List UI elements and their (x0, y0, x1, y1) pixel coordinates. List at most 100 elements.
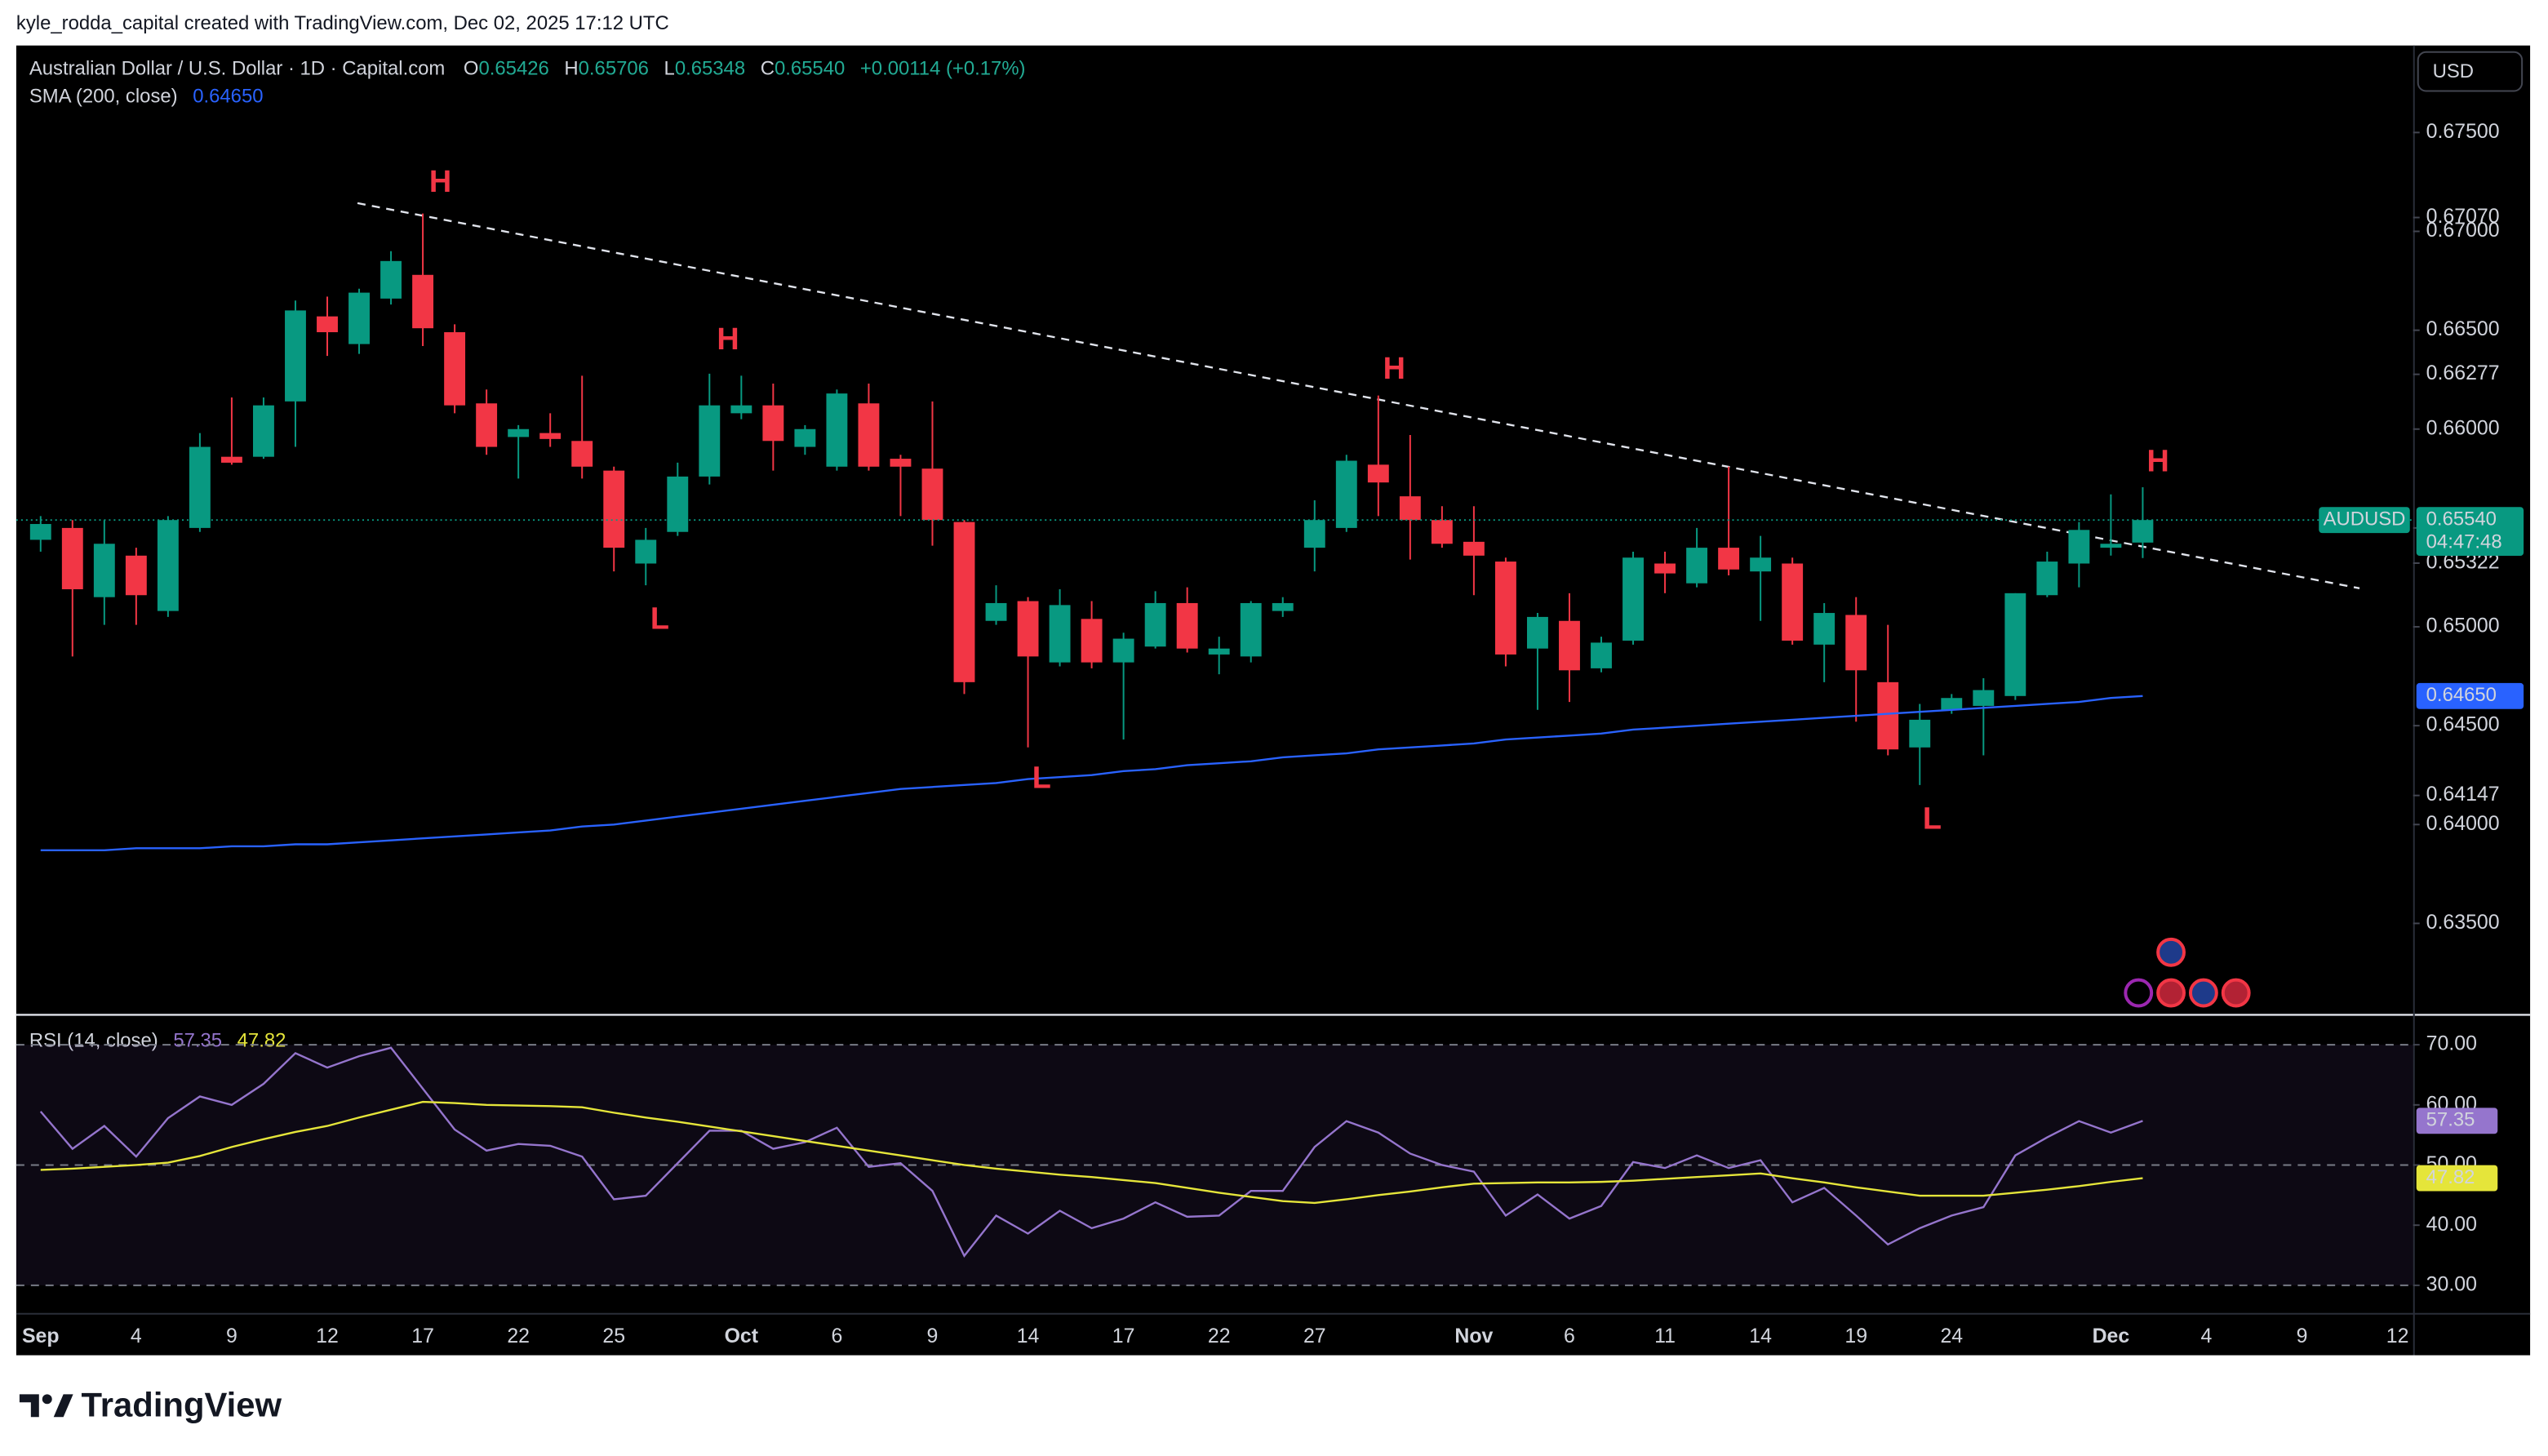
countdown-label: 04:47:48 (2426, 530, 2502, 553)
pattern-label: L (650, 602, 669, 637)
x-tick-label: Sep (22, 1325, 60, 1347)
currency-button-frame[interactable] (2417, 51, 2524, 92)
candle-body (2100, 544, 2122, 548)
candle-body (762, 405, 784, 442)
candle-body (1367, 464, 1389, 483)
x-tick-label: 9 (927, 1325, 939, 1347)
candle-body (444, 332, 466, 406)
candle-body (1622, 557, 1644, 641)
symbol-tag-label: AUDUSD (2324, 508, 2406, 530)
y-tick-label: 0.67500 (2426, 120, 2500, 143)
event-icon[interactable] (2221, 978, 2251, 1008)
candle-body (858, 403, 880, 467)
candle-body (1782, 563, 1804, 641)
series-line (40, 695, 2143, 851)
sma-name: SMA (200, close) (29, 86, 178, 108)
candle-body (2132, 520, 2154, 543)
currency-button[interactable]: USD (2417, 51, 2524, 92)
candle-body (476, 403, 498, 447)
candle-body (1941, 698, 1963, 710)
candle-body (1909, 719, 1931, 748)
candle-body (953, 522, 975, 682)
series-line (40, 1100, 2143, 1205)
candle-body (635, 539, 657, 564)
x-tick-label: 6 (831, 1325, 842, 1347)
candle-body (2036, 562, 2058, 596)
candle-body (1208, 648, 1230, 655)
ohlc-value: 0.65426 (478, 58, 548, 80)
y-tick-label: 0.65000 (2426, 615, 2500, 637)
y-tick-label: 0.63500 (2426, 911, 2500, 934)
candle-body (1431, 520, 1453, 544)
candle-body (1144, 602, 1166, 647)
candle-body (794, 428, 816, 447)
candle-body (2068, 530, 2090, 564)
event-icons (2124, 937, 2251, 1008)
pattern-label: L (1032, 761, 1051, 796)
candle-body (1686, 548, 1708, 584)
candle-body (890, 459, 912, 467)
ohlc-name: L (664, 58, 675, 80)
candle-body (1049, 605, 1071, 663)
candle-body (730, 405, 752, 414)
candle-body (985, 602, 1007, 621)
y-tick-label: 30.00 (2426, 1272, 2477, 1295)
candle-body (1399, 496, 1421, 521)
x-tick-label: 9 (2297, 1325, 2308, 1347)
x-tick-label: 12 (316, 1325, 339, 1347)
trend-line (357, 202, 2360, 589)
pattern-label: H (2146, 444, 2168, 478)
value-tag-label: 47.82 (2426, 1166, 2475, 1188)
candle-body (1112, 638, 1134, 663)
candle-body (1272, 602, 1294, 611)
candle-body (1973, 690, 1995, 706)
candle-body (2004, 593, 2026, 696)
event-icon[interactable] (2156, 937, 2186, 967)
candle-body (699, 405, 721, 477)
event-icon[interactable] (2156, 978, 2186, 1008)
candle-body (125, 555, 147, 596)
value-tag (2416, 1165, 2498, 1192)
candle-body (380, 260, 402, 299)
event-icon[interactable] (2188, 978, 2218, 1008)
rsi-value: 57.35 (173, 1030, 222, 1052)
candle-body (1017, 601, 1039, 657)
x-tick-label: 22 (507, 1325, 530, 1347)
candle-body (1463, 541, 1485, 556)
candle-body (189, 446, 211, 528)
sma-legend: SMA (200, close) 0.64650 (29, 86, 264, 108)
rsi-ma-value: 47.82 (237, 1030, 286, 1052)
price-label: 0.66277 (2426, 362, 2500, 384)
candle-body (921, 468, 943, 521)
candle-body (1081, 619, 1103, 663)
series-line (39, 1046, 2143, 1258)
symbol-title: Australian Dollar / U.S. Dollar · 1D · C… (29, 58, 446, 80)
y-tick-label: 70.00 (2426, 1032, 2477, 1055)
candle-body (348, 292, 370, 344)
candle-body (157, 520, 179, 611)
event-icon[interactable] (2124, 978, 2154, 1008)
candle-body (285, 310, 306, 402)
ohlc-value: 0.65540 (775, 58, 845, 80)
value-tag (2416, 1108, 2498, 1134)
symbol-legend: Australian Dollar / U.S. Dollar · 1D · C… (29, 58, 1026, 80)
sma-value: 0.64650 (193, 86, 263, 108)
x-tick-label: Dec (2093, 1325, 2130, 1347)
ohlc-value: 0.65348 (675, 58, 745, 80)
candle-body (1303, 520, 1325, 548)
candle-body (539, 433, 562, 439)
ohlc-value: 0.65706 (579, 58, 649, 80)
ohlc-name: O (464, 58, 479, 80)
candle-body (1654, 563, 1676, 574)
candle-body (1494, 562, 1516, 655)
currency-label[interactable]: USD (2433, 60, 2474, 82)
candle-body (1240, 602, 1262, 657)
x-tick-label: 14 (1749, 1325, 1772, 1347)
y-tick-label: 40.00 (2426, 1213, 2477, 1236)
x-tick-label: 14 (1017, 1325, 1040, 1347)
pattern-label: H (1383, 352, 1405, 386)
candle-body (93, 544, 115, 597)
plot: Sep 4 9 12 17 22 25 Oct 6 9 14 17 22 27 Nov 6 11 14 19 24 De… (16, 120, 2524, 1347)
